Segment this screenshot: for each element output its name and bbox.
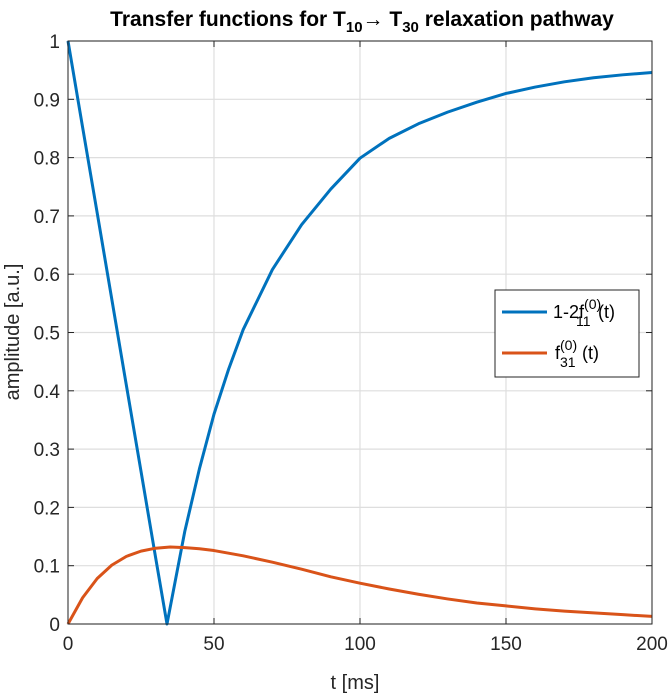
x-tick-label-1: 50 xyxy=(203,634,224,655)
y-tick-label-5: 0.5 xyxy=(34,324,60,345)
title-prefix: Transfer functions for T xyxy=(110,8,346,31)
plot-series xyxy=(66,40,653,626)
legend: 1-2f(0) 11 (t) f(0) 31 (t) xyxy=(494,289,640,378)
x-tick-label-4: 200 xyxy=(636,634,668,655)
legend-label-series-2: f(0) 31 (t) xyxy=(555,337,599,370)
title-suffix: relaxation pathway xyxy=(419,8,614,31)
series-line-1 xyxy=(66,40,653,626)
y-tick-label-10: 1 xyxy=(49,32,60,53)
x-tick-label-0: 0 xyxy=(63,634,74,655)
y-tick-label-2: 0.2 xyxy=(34,498,60,519)
legend-box xyxy=(494,289,640,378)
title-subscript-2: 30 xyxy=(402,19,419,36)
y-tick-label-6: 0.6 xyxy=(34,265,60,286)
chart-title: Transfer functions for T10→ T30 relaxati… xyxy=(110,8,614,36)
title-arrow: → xyxy=(363,8,384,31)
y-tick-label-4: 0.4 xyxy=(34,382,61,403)
x-tick-label-3: 150 xyxy=(490,634,522,655)
x-axis-label: t [ms] xyxy=(331,672,380,694)
y-axis-label: amplitude [a.u.] xyxy=(2,264,24,401)
y-tick-label-0: 0 xyxy=(49,615,60,636)
x-tick-labels: 0 50 100 150 200 xyxy=(63,634,668,655)
series-line-2 xyxy=(66,545,653,625)
tick-marks xyxy=(67,40,653,625)
y-tick-labels: 0 0.1 0.2 0.3 0.4 0.5 0.6 0.7 0.8 0.9 1 xyxy=(34,32,61,636)
title-subscript-1: 10 xyxy=(346,19,363,36)
x-tick-label-2: 100 xyxy=(344,634,376,655)
title-mid: T xyxy=(384,8,403,31)
y-tick-label-1: 0.1 xyxy=(34,557,60,578)
y-tick-label-7: 0.7 xyxy=(34,207,60,228)
y-tick-label-8: 0.8 xyxy=(34,149,60,170)
y-tick-label-9: 0.9 xyxy=(34,90,60,111)
y-tick-label-3: 0.3 xyxy=(34,440,60,461)
legend-label-series-1: 1-2f(0) 11 (t) xyxy=(553,296,615,329)
